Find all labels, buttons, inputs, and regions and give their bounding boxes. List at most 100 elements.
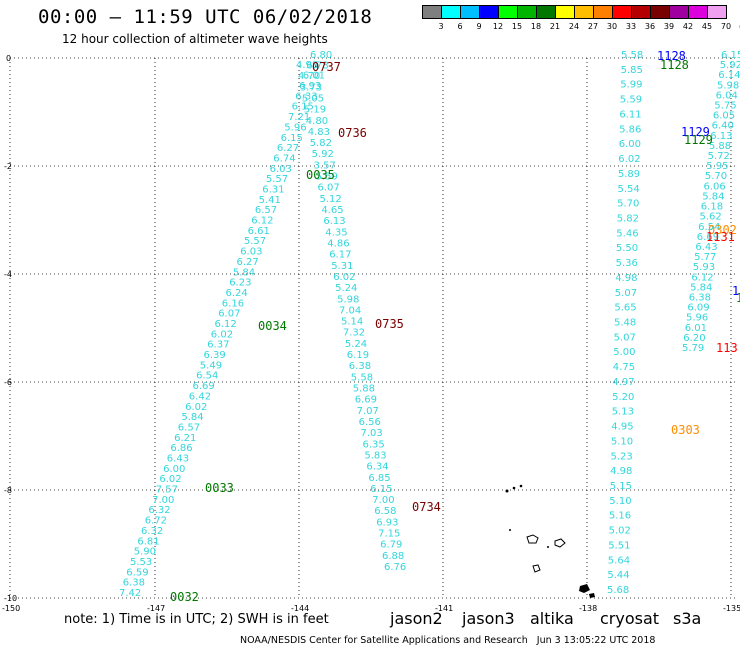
pass-time-label: 0736	[338, 126, 367, 140]
swh-value: 6.32	[141, 526, 163, 537]
swh-value: 4.35	[325, 227, 347, 238]
swh-value: 5.85	[621, 65, 643, 76]
swh-value: 7.15	[378, 529, 400, 540]
swh-value: 6.13	[323, 216, 345, 227]
swh-value: 5.58	[351, 372, 373, 383]
swh-value: 6.01	[303, 71, 325, 82]
swh-value: 6.72	[145, 516, 167, 527]
swh-value: 5.46	[616, 228, 638, 239]
swh-value: 5.02	[609, 526, 631, 537]
legend-swatch	[593, 5, 613, 19]
satellite-jason2: jason2	[390, 609, 443, 628]
swh-value: 6.54	[196, 371, 218, 382]
swh-value: 5.53	[130, 557, 152, 568]
swh-value: 6.56	[359, 417, 381, 428]
swh-value: 5.50	[616, 243, 638, 254]
swh-value: 6.86	[170, 443, 192, 454]
units-note: note: 1) Time is in UTC; 2) SWH is in fe…	[64, 612, 329, 627]
lon-tick-label: -150	[2, 604, 20, 613]
swh-value: 5.05	[302, 94, 324, 105]
swh-value: 6.39	[204, 350, 226, 361]
swh-value: 5.96	[284, 122, 306, 133]
swh-value: 3.73	[300, 82, 322, 93]
pass-b: 6.766.886.797.156.936.587.006.156.856.34…	[296, 60, 406, 573]
swh-value: 5.59	[316, 172, 338, 183]
swh-value: 7.42	[119, 588, 141, 599]
pass-time-label: 0035	[306, 168, 335, 182]
legend-swatch	[517, 5, 537, 19]
pass-time-label: 1131	[706, 230, 735, 244]
swh-value: 6.27	[277, 143, 299, 154]
legend-label: 21	[549, 22, 561, 31]
swh-value: 6.78	[306, 60, 328, 71]
swh-value: 5.92	[312, 149, 334, 160]
swh-value: 6.43	[695, 242, 717, 253]
legend-label: 12	[492, 22, 504, 31]
legend-swatch	[669, 5, 689, 19]
pass-time-label: 113	[716, 341, 738, 355]
lat-tick-label: -6	[4, 378, 12, 387]
swh-value: 6.69	[193, 381, 215, 392]
swh-value: 5.51	[608, 540, 630, 551]
swh-value: 5.82	[617, 214, 639, 225]
lat-lon-grid	[9, 57, 735, 599]
legend-label: 3	[438, 22, 444, 31]
swh-value: 6.02	[211, 329, 233, 340]
swh-value: 5.86	[619, 124, 641, 135]
swh-value: 6.02	[185, 402, 207, 413]
legend-label: 33	[625, 22, 637, 31]
swh-value: 5.75	[714, 101, 736, 112]
swh-value: 4.65	[321, 205, 343, 216]
island	[526, 534, 539, 544]
swh-value: 5.15	[610, 481, 632, 492]
swh-value: 7.21	[288, 112, 310, 123]
swh-value: 6.02	[333, 272, 355, 283]
lon-tick-label: -141	[435, 604, 453, 613]
pass-time-label: 0032	[170, 590, 199, 604]
swh-value: 7.07	[357, 406, 379, 417]
swh-value: 5.90	[134, 547, 156, 558]
swh-value: 6.79	[380, 540, 402, 551]
swh-value: 5.72	[708, 151, 730, 162]
legend-swatch	[707, 5, 727, 19]
swh-value: 5.77	[694, 252, 716, 263]
swh-value: 6.81	[137, 536, 159, 547]
island	[505, 489, 509, 493]
pass-time-label: 0303	[671, 423, 700, 437]
swh-value: 6.16	[222, 298, 244, 309]
swh-value: 6.21	[174, 433, 196, 444]
swh-value: 5.99	[620, 80, 642, 91]
swh-value: 6.12	[691, 272, 713, 283]
lon-tick-label: -135	[723, 604, 740, 613]
swh-value: 6.00	[619, 139, 641, 150]
swh-value: 7.04	[339, 305, 361, 316]
swh-value: 5.84	[702, 191, 724, 202]
swh-value: 5.95	[706, 161, 728, 172]
lon-tick-label: -147	[147, 604, 165, 613]
pass-time-label: 0034	[258, 319, 287, 333]
swh-value: 6.07	[318, 183, 340, 194]
legend-label: 39	[663, 22, 675, 31]
pass-time-label: 0735	[375, 317, 404, 331]
swh-value: 5.54	[618, 184, 640, 195]
swh-value: 4.97	[612, 377, 634, 388]
swh-value: 5.82	[310, 138, 332, 149]
swh-value: 5.83	[364, 450, 386, 461]
swh-value: 5.89	[618, 169, 640, 180]
swh-value: 5.62	[700, 212, 722, 223]
swh-value: 4.80	[306, 116, 328, 127]
swh-value: 6.15	[292, 102, 314, 113]
legend-label: 42	[682, 22, 694, 31]
swh-value: 5.07	[614, 332, 636, 343]
swh-value: 6.18	[701, 202, 723, 213]
swh-value: 5.44	[607, 570, 629, 581]
swh-value: 6.15	[721, 50, 740, 61]
swh-value: 6.33	[295, 91, 317, 102]
swh-value: 7.57	[156, 485, 178, 496]
lat-tick-label: -4	[4, 270, 12, 279]
swh-value: 7.00	[372, 495, 394, 506]
swh-value: 6.31	[262, 185, 284, 196]
swh-value: 4.98	[615, 273, 637, 284]
swh-value: 6.24	[226, 288, 248, 299]
